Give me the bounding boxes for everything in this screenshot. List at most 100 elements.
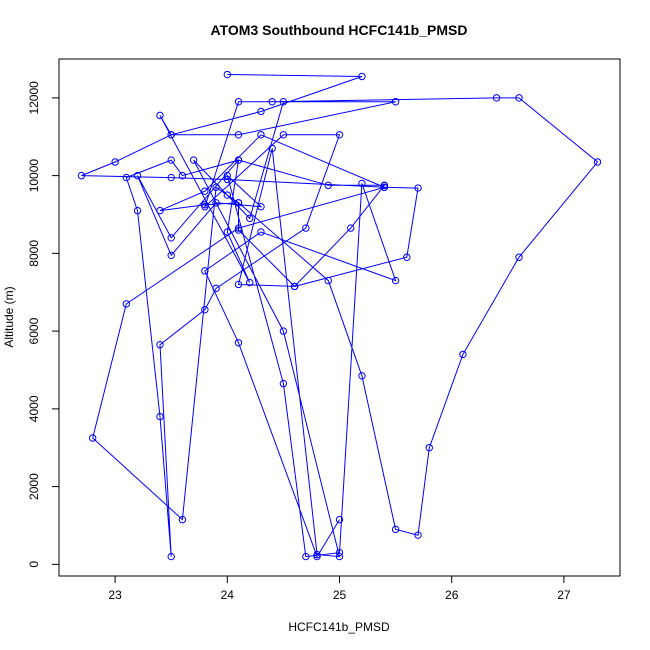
data-point [257, 203, 265, 211]
y-tick-label: 6000 [27, 317, 41, 344]
data-point [156, 111, 164, 120]
data-point [167, 173, 175, 182]
data-point [593, 158, 602, 166]
data-point [212, 284, 220, 293]
data-point [234, 224, 243, 232]
data-point [414, 184, 422, 192]
data-point [358, 72, 366, 81]
data-point [335, 552, 344, 561]
data-point [223, 175, 232, 184]
data-point [425, 444, 433, 452]
data-point [88, 434, 97, 442]
data-point [279, 98, 288, 106]
y-axis-label: Altitude (m) [2, 286, 16, 347]
x-tick-label: 26 [445, 588, 459, 602]
data-point [515, 94, 523, 102]
data-point [178, 515, 187, 524]
data-point [335, 131, 344, 139]
data-point [167, 552, 175, 561]
y-tick-label: 8000 [27, 240, 41, 267]
data-point [156, 341, 164, 349]
data-point [290, 282, 299, 291]
y-tick-label: 0 [27, 561, 41, 568]
data-point [223, 228, 232, 236]
data-point [201, 267, 209, 275]
data-point [302, 552, 310, 561]
y-tick-label: 12000 [27, 81, 41, 115]
data-point [201, 201, 209, 209]
data-point [414, 531, 422, 539]
data-point [335, 548, 344, 557]
data-point [279, 379, 288, 388]
data-point [391, 525, 400, 534]
y-tick-label: 2000 [27, 473, 41, 500]
data-point [234, 98, 243, 106]
data-point [347, 224, 355, 232]
data-point [268, 144, 276, 153]
data-point [246, 278, 254, 287]
chart-title: ATOM3 Southbound HCFC141b_PMSD [211, 22, 468, 38]
data-point [212, 199, 220, 207]
data-point [167, 251, 175, 260]
data-point [234, 131, 243, 139]
data-point [358, 372, 366, 380]
data-point [201, 203, 209, 211]
data-point [324, 181, 332, 190]
data-point [279, 131, 288, 139]
data-point [358, 179, 366, 188]
data-point [246, 214, 254, 223]
data-point [156, 206, 164, 215]
data-point [313, 550, 321, 559]
data-point [201, 306, 209, 314]
data-point [156, 412, 164, 421]
data-point [268, 98, 276, 106]
data-point [257, 228, 265, 236]
data-point [380, 181, 389, 190]
data-point [167, 156, 175, 164]
data-point [234, 156, 243, 164]
points-layer [77, 70, 602, 561]
data-point [279, 327, 288, 335]
data-point [335, 515, 344, 524]
data-point [201, 187, 209, 195]
data-point [122, 173, 131, 182]
y-tick-label: 4000 [27, 395, 41, 422]
data-point [391, 276, 400, 285]
data-point [391, 98, 400, 106]
data-point [133, 171, 142, 180]
data-point [167, 234, 175, 242]
x-tick-label: 27 [557, 588, 571, 602]
plot-frame [58, 58, 621, 577]
data-point [313, 552, 321, 561]
x-axis: 23 24 25 26 27 [108, 575, 571, 602]
data-point [459, 350, 467, 359]
x-tick-label: 25 [333, 588, 347, 602]
data-point [492, 94, 501, 102]
data-point [380, 183, 389, 191]
data-point [212, 183, 220, 191]
data-point [111, 158, 119, 166]
series-line [81, 74, 599, 558]
y-tick-label: 10000 [27, 159, 41, 193]
data-point [257, 131, 265, 139]
data-point [133, 206, 142, 215]
data-point [122, 300, 131, 308]
x-axis-label: HCFC141b_PMSD [288, 620, 390, 634]
data-point [189, 156, 198, 164]
data-point [223, 191, 232, 199]
x-tick-label: 23 [108, 588, 122, 602]
data-point [515, 253, 523, 261]
data-point [403, 253, 411, 261]
data-point [234, 280, 243, 289]
series-layer [81, 74, 599, 558]
data-point [178, 171, 187, 180]
x-tick-label: 24 [221, 588, 235, 602]
data-point [77, 171, 86, 180]
data-point [223, 70, 232, 79]
data-point [324, 276, 332, 285]
data-point [302, 224, 310, 232]
y-axis: 0 2000 4000 6000 8000 10000 12000 [27, 81, 60, 568]
data-point [234, 226, 243, 234]
data-point [167, 131, 175, 139]
